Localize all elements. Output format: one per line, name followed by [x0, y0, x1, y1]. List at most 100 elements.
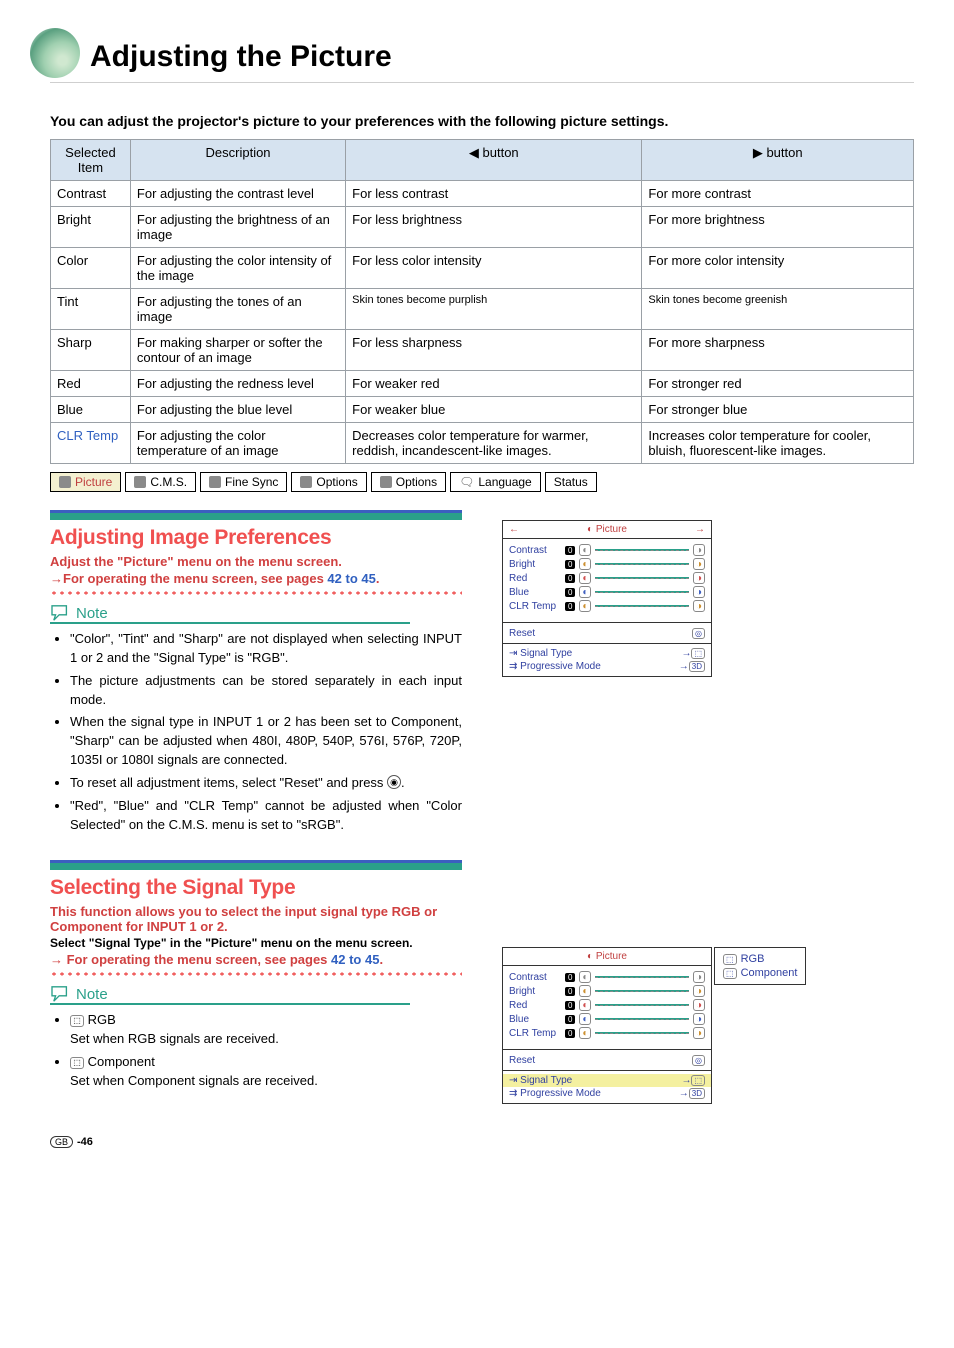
popup-rgb[interactable]: ⬚RGB: [723, 952, 797, 966]
osd-slider-row[interactable]: CLR Temp0◐◑: [509, 1026, 705, 1040]
osd-signal-row-highlighted[interactable]: ⇥ Signal Type→⬚: [503, 1074, 711, 1087]
osd-slider-row[interactable]: Red0◐◑: [509, 998, 705, 1012]
region-badge: GB: [50, 1136, 73, 1148]
decrease-icon: ◐: [579, 558, 591, 570]
options-icon: [380, 476, 392, 488]
note-rgb: ⬚ RGBSet when RGB signals are received.: [70, 1011, 462, 1049]
section-divider: [50, 860, 462, 870]
component-icon: ⬚: [723, 968, 737, 979]
slider-track: [595, 1018, 689, 1020]
picture-icon: [59, 476, 71, 488]
osd-slider-row[interactable]: Contrast0◐◑: [509, 543, 705, 557]
osd-slider-row[interactable]: CLR Temp0◐◑: [509, 599, 705, 613]
decrease-icon: ◐: [579, 1013, 591, 1025]
signal-icon: ⬚: [691, 1075, 705, 1086]
slider-track: [595, 976, 689, 978]
osd-slider-row[interactable]: Contrast0◐◑: [509, 970, 705, 984]
table-row: BrightFor adjusting the brightness of an…: [51, 207, 914, 248]
increase-icon: ◑: [693, 544, 705, 556]
increase-icon: ◑: [693, 600, 705, 612]
reset-icon: ◎: [692, 1055, 705, 1066]
slider-track: [595, 1004, 689, 1006]
slider-track: [595, 577, 689, 579]
decrease-icon: ◐: [579, 572, 591, 584]
dot-divider: [50, 590, 462, 596]
page-ref-link[interactable]: 42 to 45: [331, 952, 379, 967]
osd-slider-row[interactable]: Bright0◐◑: [509, 984, 705, 998]
increase-icon: ◑: [693, 971, 705, 983]
decorative-circle: [30, 28, 80, 78]
osd-reset-row[interactable]: Reset◎: [509, 626, 705, 641]
tab-language[interactable]: 🗨Language: [450, 472, 541, 492]
osd-signal-row[interactable]: ⇥ Signal Type→⬚: [509, 647, 705, 660]
osd-picture-menu-2: ◐ Picture Contrast0◐◑Bright0◐◑Red0◐◑Blue…: [502, 947, 712, 1104]
osd-slider-row[interactable]: Blue0◐◑: [509, 585, 705, 599]
increase-icon: ◑: [693, 572, 705, 584]
component-icon: ⬚: [70, 1057, 84, 1069]
note-underline: [50, 622, 410, 624]
prog-badge: 3D: [689, 1088, 705, 1099]
th-desc: Description: [130, 140, 345, 181]
tab-options1[interactable]: Options: [291, 472, 366, 492]
page-ref-link[interactable]: 42 to 45: [327, 571, 375, 586]
slider-track: [595, 605, 689, 607]
decrease-icon: ◐: [579, 600, 591, 612]
page-title: Adjusting the Picture: [90, 30, 914, 74]
osd-slider-row[interactable]: Red0◐◑: [509, 571, 705, 585]
notes-list-1: "Color", "Tint" and "Sharp" are not disp…: [56, 630, 462, 834]
sync-icon: [209, 476, 221, 488]
settings-table: Selected Item Description ◀ button ▶ but…: [50, 139, 914, 464]
signal-icon: ⬚: [691, 648, 705, 659]
table-row: ContrastFor adjusting the contrast level…: [51, 181, 914, 207]
decrease-icon: ◐: [579, 1027, 591, 1039]
language-icon: 🗨: [459, 475, 474, 489]
section2-line1: This function allows you to select the i…: [50, 904, 462, 934]
tab-cms[interactable]: C.M.S.: [125, 472, 196, 492]
note-icon: [50, 985, 72, 1003]
popup-component[interactable]: ⬚Component: [723, 966, 797, 980]
section-heading-prefs: Adjusting Image Preferences: [50, 526, 462, 550]
intro-text: You can adjust the projector's picture t…: [50, 113, 914, 129]
table-row: BlueFor adjusting the blue levelFor weak…: [51, 397, 914, 423]
tab-status[interactable]: Status: [545, 472, 597, 492]
osd-right-arrow[interactable]: →: [695, 524, 705, 535]
osd-picture-menu-1: ← ◐ Picture → Contrast0◐◑Bright0◐◑Red0◐◑…: [502, 520, 712, 677]
note-icon: [50, 604, 72, 622]
section2-line2: Select "Signal Type" in the "Picture" me…: [50, 936, 462, 950]
osd-slider-row[interactable]: Blue0◐◑: [509, 1012, 705, 1026]
table-row: SharpFor making sharper or softer the co…: [51, 330, 914, 371]
prog-badge: 3D: [689, 661, 705, 672]
dot-divider: [50, 971, 462, 977]
note-item: The picture adjustments can be stored se…: [70, 672, 462, 710]
osd-reset-row[interactable]: Reset◎: [509, 1053, 705, 1068]
note-heading: Note: [50, 985, 462, 1003]
section-divider: [50, 510, 462, 520]
tab-picture[interactable]: Picture: [50, 472, 121, 492]
section2-line3: → For operating the menu screen, see pag…: [50, 952, 462, 967]
osd-title: ◐ Picture: [587, 951, 627, 962]
osd-progressive-row[interactable]: ⇉ Progressive Mode→3D: [509, 660, 705, 673]
osd-progressive-row[interactable]: ⇉ Progressive Mode→3D: [509, 1087, 705, 1100]
osd-slider-row[interactable]: Bright0◐◑: [509, 557, 705, 571]
increase-icon: ◑: [693, 985, 705, 997]
page-number: -46: [77, 1136, 93, 1148]
tab-options2[interactable]: Options: [371, 472, 446, 492]
enter-button-icon: ◉: [387, 775, 401, 789]
increase-icon: ◑: [693, 586, 705, 598]
cms-icon: [134, 476, 146, 488]
decrease-icon: ◐: [579, 586, 591, 598]
table-row: TintFor adjusting the tones of an imageS…: [51, 289, 914, 330]
slider-track: [595, 591, 689, 593]
options-icon: [300, 476, 312, 488]
table-row: CLR TempFor adjusting the color temperat…: [51, 423, 914, 464]
decrease-icon: ◐: [579, 544, 591, 556]
slider-track: [595, 990, 689, 992]
osd-left-arrow[interactable]: ←: [509, 524, 519, 535]
th-item: Selected Item: [51, 140, 131, 181]
note-item: "Color", "Tint" and "Sharp" are not disp…: [70, 630, 462, 668]
note-heading: Note: [50, 604, 462, 622]
slider-track: [595, 563, 689, 565]
tab-finesync[interactable]: Fine Sync: [200, 472, 287, 492]
section1-line2: →For operating the menu screen, see page…: [50, 571, 462, 586]
increase-icon: ◑: [693, 1027, 705, 1039]
